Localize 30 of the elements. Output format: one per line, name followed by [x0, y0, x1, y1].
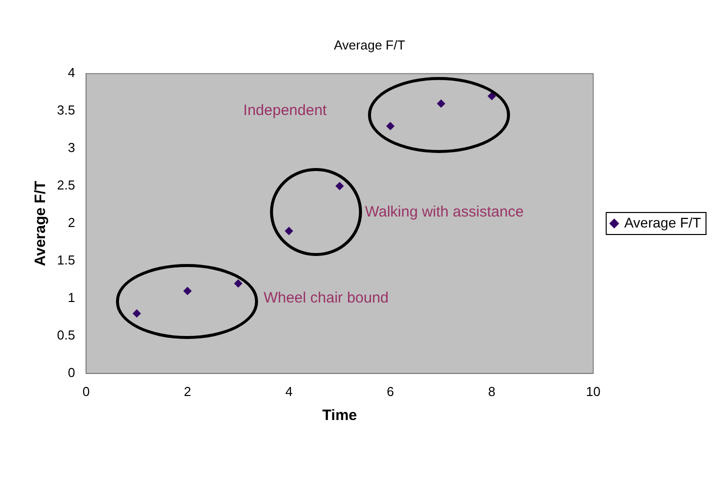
x-tick-label: 6: [386, 384, 394, 399]
annotation: Walking with assistance: [365, 203, 524, 220]
y-tick-label: 4: [68, 65, 76, 80]
point: [284, 226, 293, 235]
x-tick-label: 4: [285, 384, 293, 399]
y-tick-label: 2.5: [56, 178, 76, 193]
chart-title: Average F/T: [334, 37, 406, 52]
y-tick-label: 2: [68, 215, 76, 230]
point: [437, 100, 446, 108]
x-tick-label: 0: [82, 384, 90, 399]
annotation: Wheel chair bound: [264, 290, 389, 307]
point: [336, 182, 344, 190]
y-tick-label: 1: [68, 290, 76, 306]
y-tick-label: 0.5: [56, 328, 76, 343]
x-tick-label: 10: [586, 384, 600, 399]
legend-label: Average F/T: [624, 214, 702, 230]
point: [488, 92, 496, 100]
x-tick-label: 2: [184, 384, 192, 399]
y-tick-label: 3: [68, 140, 76, 156]
point: [132, 309, 141, 318]
annotation: Independent: [243, 102, 328, 120]
point: [184, 286, 192, 295]
y-tick-label: 3.5: [56, 102, 76, 118]
x-tick-label: 8: [488, 384, 496, 399]
x-axis-title: Time: [322, 407, 358, 424]
y-axis-title: Average F/T: [32, 180, 50, 266]
y-tick-label: 1.5: [56, 252, 76, 268]
point: [234, 279, 242, 288]
y-tick-label: 0: [68, 364, 76, 380]
point: [386, 122, 394, 130]
